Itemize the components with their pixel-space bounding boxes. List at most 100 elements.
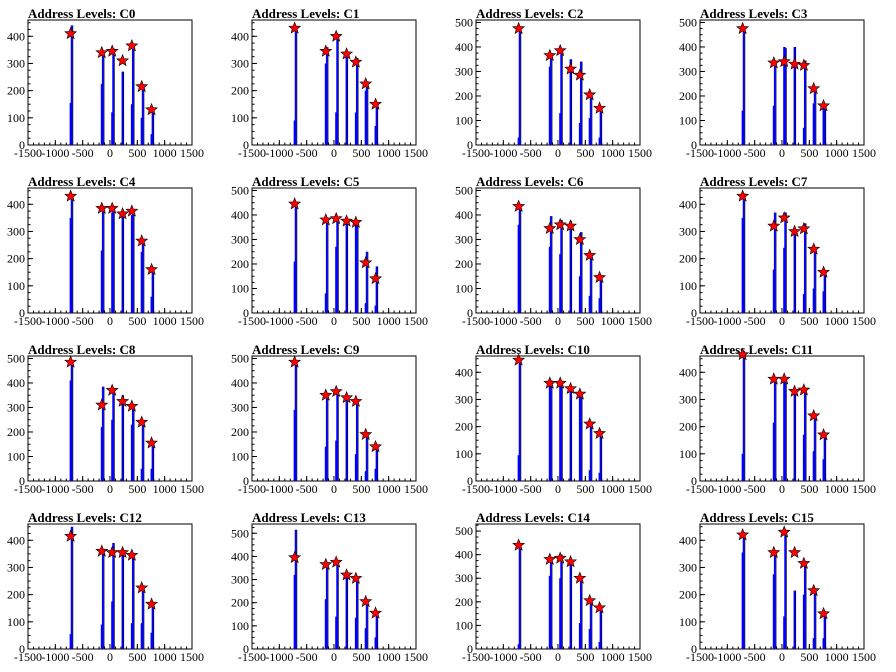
x-tick-label: 500 bbox=[800, 650, 818, 664]
x-tick-label: 500 bbox=[128, 482, 146, 496]
peak-marker bbox=[553, 376, 567, 389]
y-tick-label: 0 bbox=[19, 642, 25, 656]
x-tick-label: -1000 bbox=[41, 146, 69, 160]
peak-marker bbox=[573, 387, 587, 400]
x-tick-label: 1500 bbox=[628, 146, 652, 160]
chart-title: Address Levels: C12 bbox=[28, 510, 142, 525]
x-tick-label: 1500 bbox=[404, 482, 428, 496]
y-tick-label: 100 bbox=[455, 113, 473, 127]
chart-title: Address Levels: C7 bbox=[700, 174, 808, 189]
x-tick-label: -1000 bbox=[41, 650, 69, 664]
y-tick-label: 400 bbox=[231, 376, 249, 390]
y-tick-label: 500 bbox=[455, 183, 473, 197]
x-tick-label: -1000 bbox=[489, 482, 517, 496]
chart-panel: Address Levels: C0 0 100 200 300 400 -1500 -100… bbox=[0, 0, 224, 168]
y-tick-label: 400 bbox=[679, 197, 697, 211]
peak-marker bbox=[340, 568, 354, 581]
peak-marker bbox=[105, 383, 119, 396]
y-tick-label: 500 bbox=[455, 15, 473, 29]
x-tick-label: -500 bbox=[296, 650, 318, 664]
peak-marker bbox=[817, 427, 831, 441]
peak-marker bbox=[369, 439, 383, 453]
peak-marker bbox=[329, 29, 343, 42]
x-tick-label: -1000 bbox=[265, 650, 293, 664]
peak-marker bbox=[125, 548, 139, 561]
x-tick-label: 1000 bbox=[153, 146, 177, 160]
plot-frame bbox=[699, 19, 865, 146]
y-tick-label: 300 bbox=[679, 392, 697, 406]
y-tick-label: 100 bbox=[231, 111, 249, 125]
peak-marker bbox=[105, 44, 119, 57]
plot-frame bbox=[251, 355, 417, 482]
peak-marker bbox=[553, 43, 567, 57]
chart-panel: Address Levels: C12 0 100 200 300 400 -1500 -10… bbox=[0, 504, 224, 672]
x-tick-label: -1500 bbox=[686, 650, 714, 664]
peak-marker bbox=[369, 97, 383, 110]
peak-marker bbox=[543, 552, 557, 565]
x-tick-label: -500 bbox=[72, 146, 94, 160]
peak-marker bbox=[767, 56, 781, 69]
y-tick-label: 100 bbox=[7, 449, 25, 463]
peak-marker bbox=[593, 426, 607, 439]
x-tick-label: 0 bbox=[779, 482, 785, 496]
chart-panel: Address Levels: C4 0 100 200 300 400 -1500 -100… bbox=[0, 168, 224, 336]
x-tick-label: 0 bbox=[107, 314, 113, 328]
y-tick-label: 100 bbox=[7, 615, 25, 629]
x-tick-label: -1000 bbox=[713, 650, 741, 664]
x-tick-label: 0 bbox=[331, 314, 337, 328]
x-tick-label: -1000 bbox=[489, 314, 517, 328]
x-tick-label: 500 bbox=[128, 650, 146, 664]
peak-marker bbox=[564, 62, 578, 75]
x-tick-label: 1000 bbox=[825, 650, 849, 664]
y-tick-label: 300 bbox=[679, 64, 697, 78]
peak-marker bbox=[573, 232, 587, 245]
x-tick-label: 1000 bbox=[153, 482, 177, 496]
peak-marker bbox=[288, 197, 302, 210]
y-tick-label: 300 bbox=[7, 400, 25, 414]
plot-frame bbox=[251, 187, 417, 314]
y-tick-label: 0 bbox=[467, 642, 473, 656]
plot-frame bbox=[475, 523, 641, 650]
x-tick-label: -1000 bbox=[713, 314, 741, 328]
peak-marker bbox=[145, 102, 159, 116]
x-tick-label: -500 bbox=[72, 314, 94, 328]
peak-marker bbox=[512, 21, 526, 35]
chart-title: Address Levels: C0 bbox=[28, 6, 136, 21]
peak-marker bbox=[788, 224, 802, 237]
x-tick-label: 1500 bbox=[180, 650, 204, 664]
peak-marker bbox=[340, 47, 354, 60]
y-tick-label: 200 bbox=[7, 588, 25, 602]
x-tick-label: 500 bbox=[352, 482, 370, 496]
y-tick-label: 300 bbox=[231, 56, 249, 70]
peak-marker bbox=[145, 262, 159, 276]
y-tick-label: 400 bbox=[7, 29, 25, 43]
x-tick-label: 0 bbox=[779, 146, 785, 160]
x-tick-label: 500 bbox=[576, 650, 594, 664]
x-tick-label: -500 bbox=[296, 314, 318, 328]
chart-panel: Address Levels: C14 0 100 200 300 400 500 -1500… bbox=[448, 504, 672, 672]
peak-marker bbox=[64, 529, 78, 542]
y-tick-label: 200 bbox=[7, 252, 25, 266]
peak-marker bbox=[135, 415, 149, 428]
y-tick-label: 100 bbox=[455, 618, 473, 632]
y-tick-label: 0 bbox=[691, 474, 697, 488]
x-tick-label: -1000 bbox=[265, 146, 293, 160]
y-tick-label: 0 bbox=[19, 306, 25, 320]
peak-marker bbox=[736, 347, 750, 361]
chart-panel: Address Levels: C6 0 100 200 300 400 500 -1500-… bbox=[448, 168, 672, 336]
y-tick-label: 200 bbox=[679, 89, 697, 103]
peak-marker bbox=[564, 554, 578, 568]
y-tick-label: 300 bbox=[455, 571, 473, 585]
x-tick-label: 0 bbox=[779, 650, 785, 664]
x-tick-label: 1500 bbox=[852, 146, 876, 160]
peak-marker bbox=[349, 394, 363, 407]
chart-title: Address Levels: C4 bbox=[28, 174, 136, 189]
x-tick-label: -1500 bbox=[462, 482, 490, 496]
peak-marker bbox=[319, 44, 333, 57]
x-tick-label: -1000 bbox=[489, 146, 517, 160]
peak-marker bbox=[329, 211, 343, 225]
peak-marker bbox=[817, 265, 831, 278]
x-tick-label: -1000 bbox=[489, 650, 517, 664]
peak-marker bbox=[736, 528, 750, 541]
